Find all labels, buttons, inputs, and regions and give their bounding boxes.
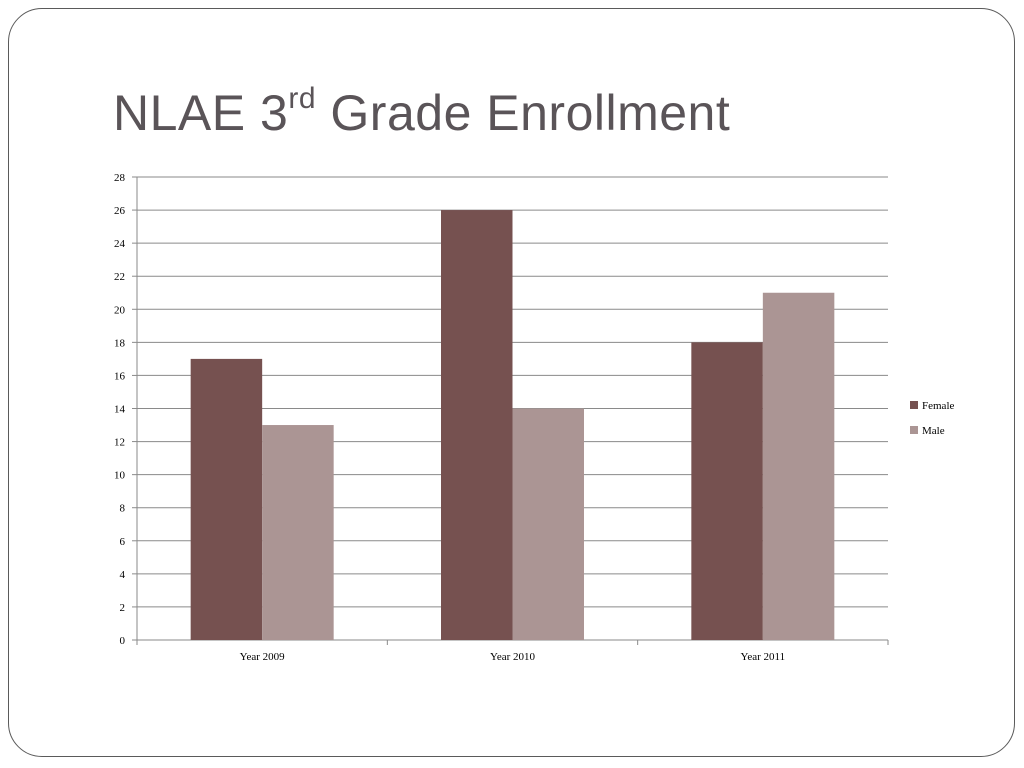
legend-swatch-female — [910, 401, 918, 409]
legend-swatch-male — [910, 426, 918, 434]
y-tick-label: 4 — [120, 569, 126, 581]
title-main: NLAE 3 — [113, 85, 289, 141]
y-tick-label: 16 — [114, 370, 126, 382]
y-tick-label: 20 — [114, 304, 126, 316]
bar-female — [691, 342, 763, 640]
y-tick-label: 0 — [120, 635, 126, 647]
y-tick-label: 6 — [120, 536, 126, 548]
legend-label-female: Female — [922, 400, 954, 412]
y-tick-label: 24 — [114, 238, 126, 250]
y-tick-label: 26 — [114, 205, 126, 217]
x-category-label: Year 2009 — [240, 651, 286, 663]
y-tick-label: 18 — [114, 337, 126, 349]
title-superscript: rd — [288, 82, 317, 115]
slide-title: NLAE 3rd Grade Enrollment — [113, 84, 730, 142]
y-tick-label: 2 — [120, 602, 126, 614]
legend-label-male: Male — [922, 425, 945, 437]
x-category-label: Year 2011 — [741, 651, 786, 663]
y-tick-label: 12 — [114, 437, 125, 449]
bar-female — [441, 210, 513, 641]
bar-male — [762, 292, 835, 640]
bar-male — [262, 425, 334, 640]
y-tick-label: 22 — [114, 271, 125, 283]
x-category-label: Year 2010 — [490, 651, 536, 663]
y-tick-label: 10 — [114, 470, 126, 482]
bar-female — [190, 358, 263, 640]
y-tick-label: 14 — [114, 404, 126, 416]
bar-male — [512, 408, 584, 640]
y-tick-label: 8 — [120, 503, 126, 515]
title-rest: Grade Enrollment — [316, 85, 731, 141]
y-tick-label: 28 — [114, 172, 126, 184]
